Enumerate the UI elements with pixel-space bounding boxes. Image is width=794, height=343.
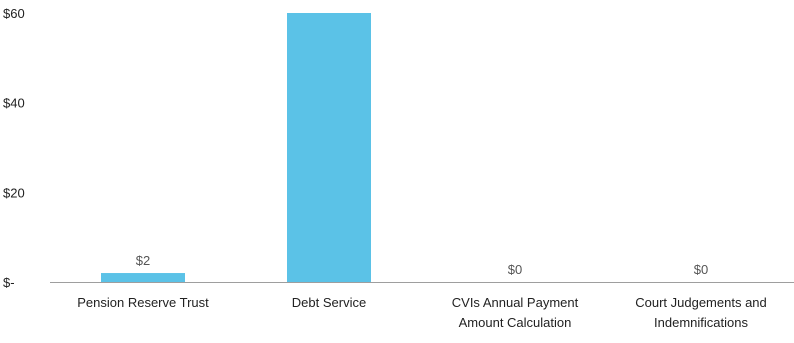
x-tick-label: Amount Calculation — [459, 315, 572, 330]
bars-group — [101, 13, 371, 282]
x-tick-label: Debt Service — [292, 295, 366, 310]
x-tick-label: CVIs Annual Payment — [452, 295, 579, 310]
y-tick-label: $60 — [3, 6, 25, 21]
y-axis-ticks: $- $20 $40 $60 — [3, 6, 25, 290]
data-label: $2 — [136, 253, 150, 268]
x-tick-label: Indemnifications — [654, 315, 748, 330]
bar — [101, 273, 185, 282]
x-tick-label: Court Judgements and — [635, 295, 767, 310]
data-label: $0 — [694, 262, 708, 277]
x-tick-label: Pension Reserve Trust — [77, 295, 209, 310]
x-axis-labels: Pension Reserve Trust Debt Service CVIs An… — [77, 295, 767, 330]
y-tick-label: $- — [3, 275, 15, 290]
y-tick-label: $40 — [3, 96, 25, 111]
data-label: $0 — [508, 262, 522, 277]
data-labels-group: $2 $0 $0 — [136, 253, 708, 277]
y-tick-label: $20 — [3, 185, 25, 200]
bar — [287, 13, 371, 282]
